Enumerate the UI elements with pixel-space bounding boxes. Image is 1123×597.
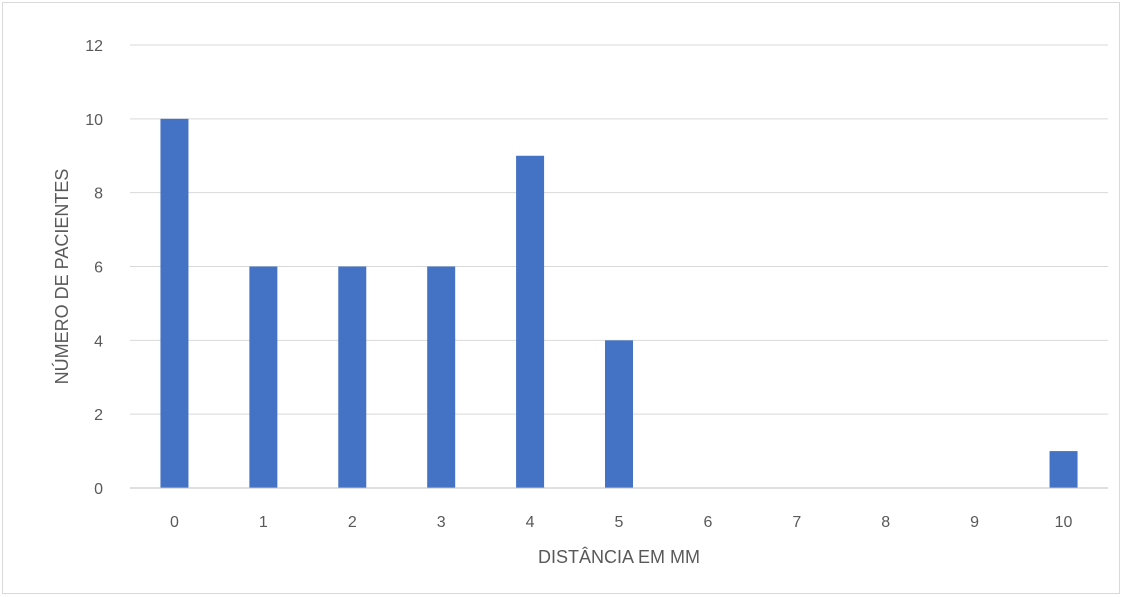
- bar-4: [516, 155, 545, 488]
- gridlines: [130, 44, 1108, 415]
- x-tick-label: 6: [703, 514, 712, 531]
- y-tick-label: 4: [94, 333, 103, 350]
- x-tick-label: 3: [437, 514, 446, 531]
- x-tick-label: 8: [881, 514, 890, 531]
- bar-0: [160, 118, 189, 488]
- x-tick-label: 1: [259, 514, 268, 531]
- x-tick-label: 10: [1055, 514, 1073, 531]
- y-tick-label: 0: [94, 481, 103, 498]
- y-axis-title: NÚMERO DE PACIENTES: [51, 169, 72, 385]
- x-tick-label: 4: [526, 514, 535, 531]
- x-tick-label: 7: [792, 514, 801, 531]
- x-tick-label: 5: [615, 514, 624, 531]
- x-tick-label: 0: [170, 514, 179, 531]
- y-tick-label: 8: [94, 186, 103, 203]
- y-tick-label: 6: [94, 260, 103, 277]
- bar-10: [1049, 451, 1078, 488]
- x-tick-label: 2: [348, 514, 357, 531]
- y-tick-label: 2: [94, 407, 103, 424]
- bar-5: [605, 340, 633, 488]
- bar-3: [427, 266, 456, 488]
- x-axis-title: DISTÂNCIA EM MM: [538, 547, 700, 567]
- bar-1: [249, 266, 278, 488]
- y-tick-label: 10: [85, 112, 103, 129]
- y-tick-labels: 0 2 4 6 8 10 12: [85, 38, 103, 498]
- x-tick-labels: 0 1 2 3 4 5 6 7 8 9 10: [170, 514, 1073, 531]
- y-tick-label: 12: [85, 38, 103, 55]
- bars: [160, 118, 1078, 488]
- bar-2: [338, 266, 367, 488]
- x-tick-label: 9: [970, 514, 979, 531]
